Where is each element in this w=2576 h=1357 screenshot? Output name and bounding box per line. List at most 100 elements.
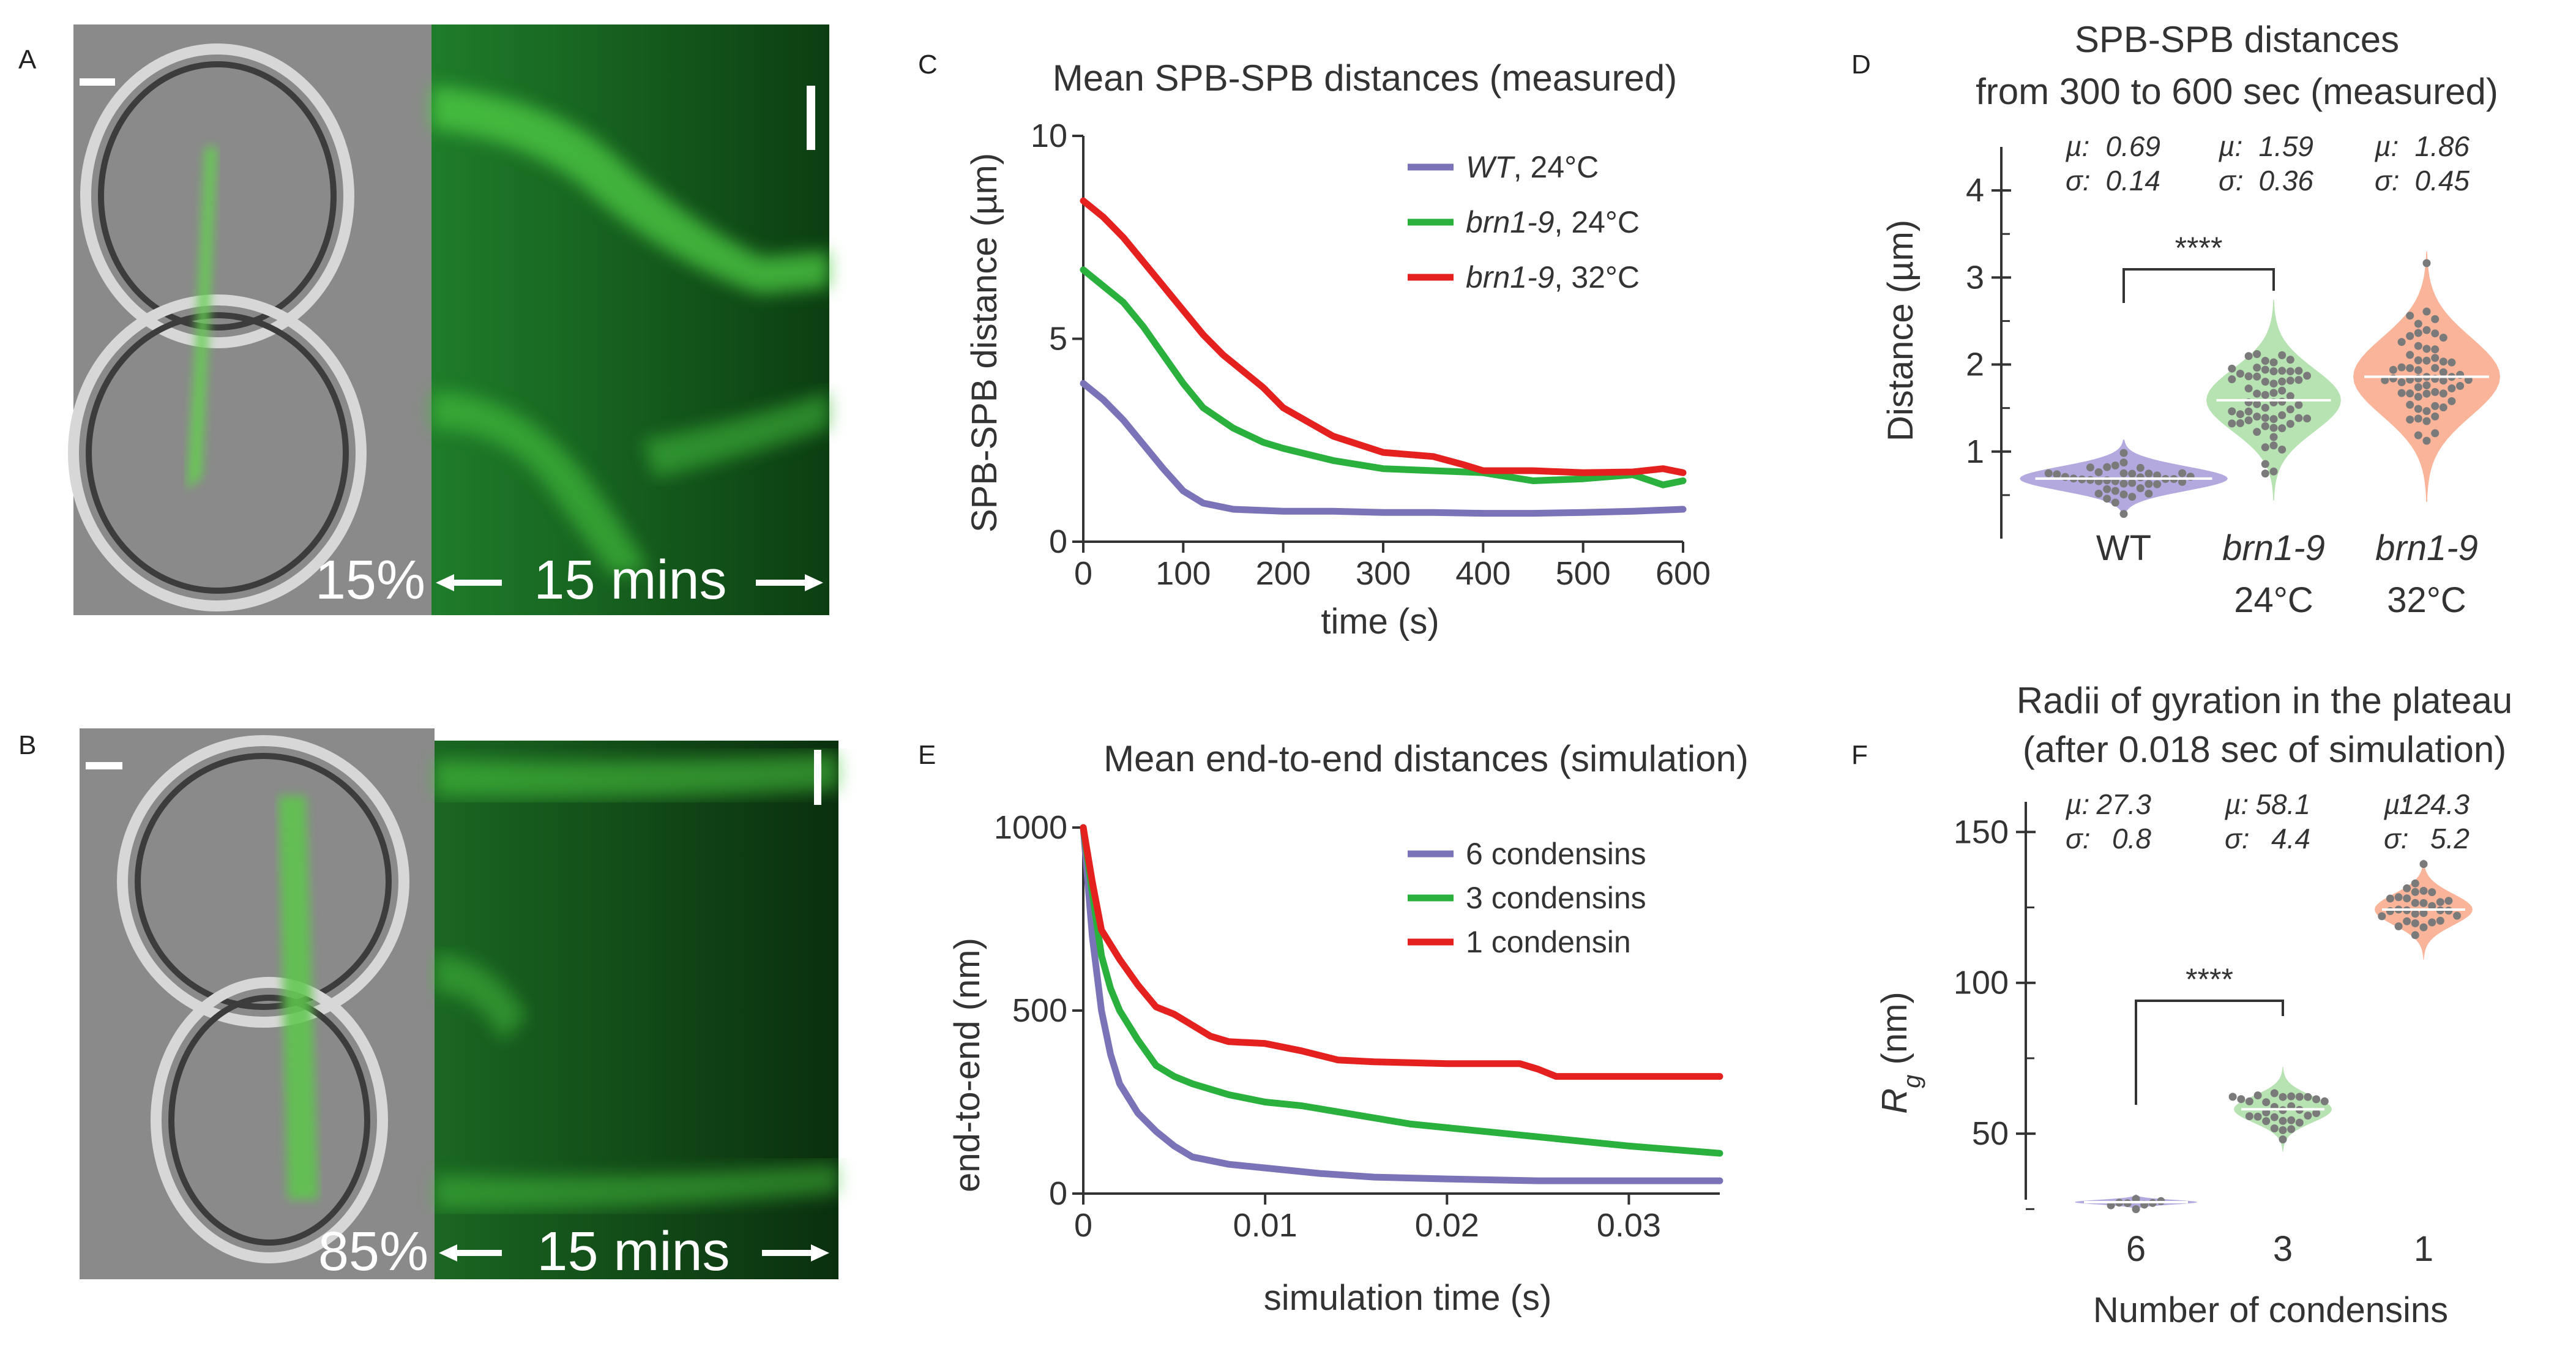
data-point	[2406, 332, 2414, 340]
mu-value-0: 0.69	[2105, 130, 2160, 162]
data-point	[2261, 469, 2269, 478]
legend-label-1: brn1-9, 24°C	[1466, 205, 1640, 239]
data-point	[2244, 352, 2253, 361]
y-tick-label: 50	[1972, 1115, 2009, 1152]
data-point	[2431, 412, 2440, 421]
y-tick-label: 100	[1954, 965, 2009, 1001]
data-point	[2304, 1093, 2312, 1101]
data-point	[2295, 1093, 2304, 1101]
series-line-2	[1080, 824, 1723, 1080]
data-point	[2253, 389, 2261, 398]
data-point	[2269, 467, 2278, 476]
mu-value-2: 1.86	[2414, 130, 2470, 162]
data-point	[2236, 419, 2244, 427]
data-point	[2439, 389, 2447, 398]
data-point	[2128, 493, 2137, 501]
data-point	[2262, 1098, 2271, 1107]
data-point	[2236, 410, 2244, 419]
category-label-2-1: 32°C	[2387, 580, 2466, 620]
y-tick-label: 3	[1966, 259, 1984, 296]
significance-stars: ****	[2186, 962, 2233, 996]
data-point	[2422, 407, 2431, 416]
data-point	[2386, 894, 2394, 903]
data-point	[2406, 400, 2414, 409]
chart-d: D SPB-SPB distances from 300 to 600 sec …	[1851, 19, 2500, 620]
data-point	[2287, 1125, 2296, 1134]
data-point	[2422, 326, 2431, 334]
data-point	[2261, 403, 2269, 412]
percent-a: 15%	[315, 550, 425, 611]
data-point	[2261, 378, 2269, 386]
chart-e-legend: 6 condensins 3 condensins 1 condensin	[1408, 837, 1646, 959]
data-point	[2086, 476, 2094, 484]
data-point	[2419, 909, 2428, 918]
data-point	[2278, 446, 2287, 454]
data-point	[2406, 416, 2414, 424]
mu-label: µ:	[2224, 788, 2249, 820]
data-point	[2439, 403, 2447, 412]
data-point	[2253, 413, 2261, 421]
data-point	[2053, 470, 2061, 479]
chart-d-title-line2: from 300 to 600 sec (measured)	[1976, 71, 2498, 112]
data-point	[2304, 1112, 2312, 1120]
data-point	[2422, 259, 2431, 267]
data-point	[2136, 473, 2145, 482]
sigma-value-2: 5.2	[2430, 823, 2470, 854]
data-point	[2456, 382, 2465, 390]
category-label-0: 6	[2126, 1229, 2146, 1269]
spindle-b	[278, 796, 318, 1200]
data-point	[2279, 1135, 2287, 1143]
data-point	[2136, 463, 2145, 472]
data-point	[2128, 479, 2137, 487]
data-point	[2111, 487, 2119, 495]
data-point	[2278, 411, 2287, 419]
data-point	[2411, 888, 2419, 896]
data-point	[2253, 1091, 2262, 1100]
duration-a: 15 mins	[534, 550, 726, 611]
data-point	[2436, 898, 2444, 907]
data-point	[2044, 469, 2053, 477]
data-point	[2145, 490, 2153, 498]
category-label-1-0: brn1-9	[2222, 528, 2325, 568]
y-tick-label: 2	[1966, 346, 1984, 383]
kymo-scale-b	[814, 750, 821, 805]
data-point	[2320, 1097, 2329, 1105]
data-point	[2312, 1109, 2321, 1117]
data-point	[2119, 469, 2128, 477]
category-label-2-0: brn1-9	[2375, 528, 2478, 568]
data-point	[2414, 356, 2422, 365]
category-label-0-0: WT	[2096, 528, 2151, 568]
significance-bracket	[2122, 268, 2275, 303]
chart-e: E Mean end-to-end distances (simulation)…	[918, 738, 1749, 1318]
data-point	[2237, 1095, 2246, 1104]
scale-bar-a	[80, 78, 115, 86]
legend-label-2: 1 condensin	[1466, 925, 1631, 959]
mu-label: µ:	[2065, 130, 2089, 162]
mu-label: µ:	[2374, 130, 2399, 162]
data-point	[2411, 879, 2419, 888]
category-label-1-1: 24°C	[2234, 580, 2313, 620]
data-point	[2411, 910, 2419, 918]
data-point	[2253, 428, 2261, 436]
data-point	[2312, 1095, 2321, 1104]
series-line-0	[1080, 824, 1723, 1184]
data-point	[2132, 1205, 2140, 1213]
sigma-label: σ:	[2225, 823, 2250, 854]
sigma-label: σ:	[2375, 165, 2400, 196]
series-line-1	[1080, 824, 1723, 1157]
mu-label: µ:	[2383, 788, 2408, 820]
data-point	[2422, 381, 2431, 389]
data-point	[2253, 364, 2261, 372]
data-point	[2294, 367, 2303, 375]
sigma-label: σ:	[2066, 165, 2091, 196]
data-point	[2422, 417, 2431, 425]
panel-letter-b: B	[18, 730, 36, 760]
data-point	[2103, 485, 2111, 493]
data-point	[2287, 1116, 2296, 1124]
data-point	[2397, 338, 2406, 346]
data-point	[2422, 389, 2431, 398]
x-tick-label: 0.03	[1597, 1207, 1661, 1244]
x-tick-label: 600	[1656, 555, 1711, 592]
data-point	[2103, 463, 2111, 471]
data-point	[2414, 383, 2422, 391]
